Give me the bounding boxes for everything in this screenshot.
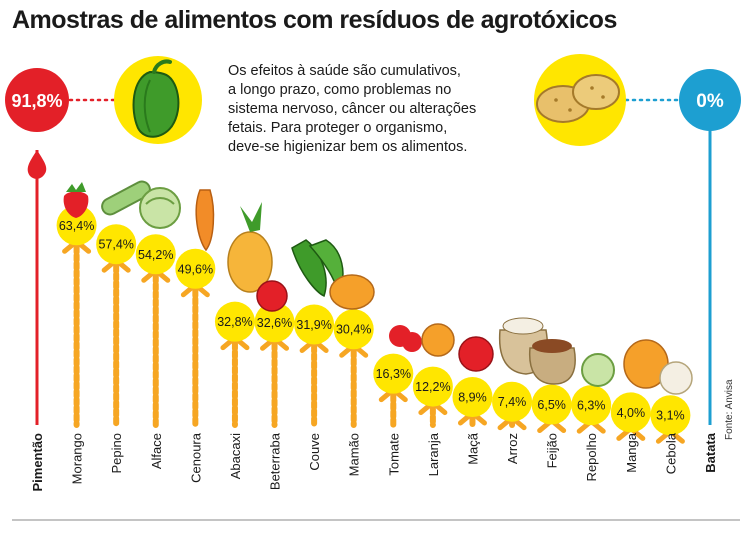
category-label-8: Couve (307, 433, 322, 471)
drip-5 (180, 282, 210, 428)
value-bubble-14 (531, 384, 572, 425)
drip-2 (62, 238, 92, 428)
value-bubble-11 (412, 366, 453, 407)
drip-9 (339, 342, 369, 428)
strawberry-icon (63, 182, 89, 218)
chart-title: Amostras de alimentos com resíduos de ag… (12, 6, 617, 34)
value-label-2: 63,4% (59, 219, 94, 233)
description-line-3: sistema nervoso, câncer ou alterações (228, 101, 477, 117)
value-label-15: 6,3% (577, 399, 606, 413)
value-bubble-3 (96, 224, 137, 265)
drip-10 (378, 387, 408, 428)
lettuce-icon (139, 187, 181, 229)
potato-icon (534, 54, 626, 146)
description-line-1: Os efeitos à saúde são cumulativos, (228, 63, 461, 79)
pepper-icon (114, 56, 202, 144)
max-marker: 91,8% (5, 68, 132, 425)
category-label-16: Manga (624, 432, 639, 473)
value-label-16: 4,0% (617, 406, 646, 420)
value-bubble-4 (135, 234, 176, 275)
value-bubble-2 (56, 205, 97, 246)
apple-icon (458, 336, 494, 372)
max-drop (27, 150, 47, 179)
value-label-13: 7,4% (498, 395, 527, 409)
category-label-1: Pimentão (30, 433, 45, 492)
category-label-11: Laranja (426, 432, 441, 476)
value-label-10: 16,3% (376, 367, 411, 381)
category-label-6: Abacaxi (228, 433, 243, 479)
category-labels: Pimentão Morango Pepino Alface Cenoura Abacax… (30, 432, 718, 491)
description-line-5: deve-se higienizar bem os alimentos. (228, 139, 468, 155)
value-bubble-9 (333, 309, 374, 350)
max-badge (5, 68, 69, 132)
min-marker: 0% (624, 69, 741, 425)
papaya-icon (329, 274, 375, 310)
value-label-3: 57,4% (98, 238, 133, 252)
bean-sack-icon (528, 339, 576, 385)
value-label-14: 6,5% (537, 398, 566, 412)
value-label-9: 30,4% (336, 323, 371, 337)
description-line-2: a longo prazo, como problemas no (228, 82, 452, 98)
category-label-4: Alface (149, 433, 164, 469)
beet-icon (256, 280, 288, 312)
category-label-5: Cenoura (188, 432, 203, 483)
carrot-icon (195, 189, 215, 252)
min-value-label: 0% (696, 91, 724, 112)
value-bubble-6 (214, 301, 255, 342)
value-bubble-15 (571, 385, 612, 426)
drip-4 (141, 267, 171, 428)
value-bubble-8 (294, 304, 335, 345)
pineapple-icon (227, 202, 273, 293)
value-label-7: 32,6% (257, 316, 292, 330)
category-label-17: Cebola (663, 432, 678, 474)
category-label-14: Feijão (545, 433, 560, 468)
category-label-3: Pepino (109, 433, 124, 473)
value-bubble-16 (610, 392, 651, 433)
value-label-17: 3,1% (656, 409, 685, 423)
drip-3 (101, 257, 131, 428)
category-label-9: Mamão (347, 433, 362, 476)
cucumber-icon (101, 180, 151, 216)
value-bubbles: 63,4% 57,4% 54,2% 49,6% 32,8% 32,6% 31,9% 30,4%… (56, 205, 691, 436)
orange-icon (421, 323, 455, 357)
onion-icon (659, 361, 693, 395)
value-label-8: 31,9% (296, 318, 331, 332)
min-badge (679, 69, 741, 131)
category-label-12: Maçã (465, 432, 480, 465)
max-value-label: 91,8% (11, 91, 62, 111)
value-label-12: 8,9% (458, 390, 487, 404)
value-label-6: 32,8% (217, 315, 252, 329)
drip-6 (220, 335, 250, 428)
category-label-7: Beterraba (268, 432, 283, 490)
value-bubble-12 (452, 376, 493, 417)
drip-7 (260, 335, 290, 428)
value-label-5: 49,6% (178, 262, 213, 276)
value-bubble-7 (254, 302, 295, 343)
category-label-15: Repolho (584, 433, 599, 481)
category-label-2: Morango (70, 433, 85, 484)
food-icons (63, 180, 693, 395)
category-label-13: Arroz (505, 433, 520, 464)
value-bubble-10 (373, 353, 414, 394)
cabbage-icon (581, 353, 615, 387)
category-label-10: Tomate (386, 433, 401, 476)
value-bubble-5 (175, 248, 216, 289)
tomato-icon (389, 325, 422, 352)
value-label-11: 12,2% (415, 380, 450, 394)
value-bubble-17 (650, 395, 691, 436)
value-bubble-13 (492, 381, 533, 422)
category-label-18: Batata (703, 432, 718, 473)
value-label-4: 54,2% (138, 248, 173, 262)
description-text: Os efeitos à saúde são cumulativos, a lo… (228, 62, 528, 157)
description-line-4: fetais. Para proteger o organismo, (228, 120, 448, 136)
drip-8 (299, 338, 329, 428)
